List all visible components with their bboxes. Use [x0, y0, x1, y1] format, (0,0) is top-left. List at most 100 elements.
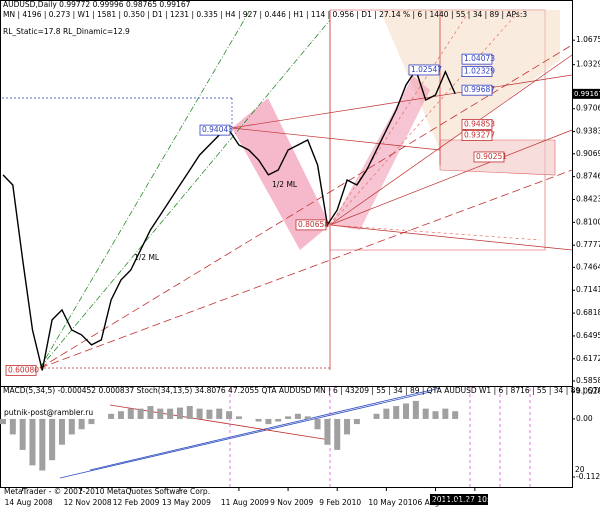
histogram-bar: [137, 408, 144, 419]
histogram-bar: [216, 408, 223, 419]
trend-line: [59, 391, 431, 479]
histogram-bar: [108, 413, 115, 419]
x-tick-label: 11 Aug 2009: [221, 498, 269, 507]
chart-title: AUDUSD,Daily 0.99772 0.99996 0.98765 0.9…: [3, 0, 191, 9]
level-box: [461, 84, 493, 96]
level-label: 1.02329: [464, 66, 495, 75]
trend-line: [109, 404, 331, 441]
level-label: 1.02547: [411, 65, 442, 74]
level-label: 1.04073: [464, 54, 495, 63]
level-box: [461, 118, 493, 130]
x-tick-label: 6 Aug 2010: [418, 498, 461, 507]
x-tick-label: 4 No: [457, 498, 475, 507]
level-box: [199, 124, 231, 136]
x-tick-label: 12 Feb 2009: [113, 498, 160, 507]
histogram-bar: [9, 418, 16, 435]
level-label: 0.90251: [476, 152, 507, 161]
histogram-bar: [127, 408, 134, 419]
histogram-bar: [304, 416, 311, 419]
histogram-bar: [442, 408, 449, 419]
histogram-bar: [432, 411, 439, 419]
copyright: MetaTrader - © 2001-2010 MetaQuotes Soft…: [4, 487, 210, 496]
y-tick-label: 0.81009: [576, 217, 600, 226]
y-tick-label: 0.64954: [576, 331, 600, 340]
x-tick-label: 9 Nov 2009: [270, 498, 313, 507]
indicator-title: MACD(5,34,5) -0.000452 0.000837 Stoch(34…: [3, 386, 600, 395]
histogram-bar: [176, 407, 183, 419]
y-tick-label: 0.97067: [576, 104, 600, 113]
y-tick-label: 0.71414: [576, 285, 600, 294]
y-tick-label: 0.61724: [576, 354, 600, 363]
histogram-bar: [285, 416, 292, 419]
histogram-bar: [255, 418, 262, 422]
pink-zone: [330, 76, 430, 230]
fan-line: [329, 9, 471, 226]
y-tick-label: 0.93834: [576, 127, 600, 136]
level-box: [461, 53, 493, 65]
histogram-bar: [383, 408, 390, 419]
trend-line: [89, 387, 441, 471]
level-label: 0.93277: [464, 131, 495, 140]
histogram-bar: [334, 418, 341, 450]
histogram-bar: [78, 418, 85, 430]
pitchfork-line: [231, 127, 441, 151]
pitchfork-line: [39, 44, 573, 369]
histogram-bar: [452, 411, 459, 419]
histogram-bar: [226, 411, 233, 419]
histogram-bar: [49, 418, 56, 461]
histogram-bar: [196, 408, 203, 419]
rl-values: RL_Static=17.8 RL_Dinamic=12.9: [3, 27, 130, 36]
ml-label: 1/2 ML: [272, 180, 298, 189]
histogram-bar: [412, 400, 419, 419]
y-tick-label: 0.87469: [576, 172, 600, 181]
y-tick-label: 0.90696: [576, 149, 600, 158]
histogram-bar: [206, 409, 213, 419]
pitchfork-line: [39, 169, 573, 369]
histogram-bar: [324, 418, 331, 445]
x-tick-label: 14 Aug 2008: [5, 498, 53, 507]
histogram-bar: [0, 418, 6, 425]
pitchfork-line: [329, 54, 573, 226]
histogram-bar: [68, 418, 75, 435]
level-label: 0.94853: [464, 119, 495, 128]
histogram-bar: [294, 413, 301, 419]
histogram-bar: [275, 418, 282, 422]
histogram-bar: [58, 418, 65, 445]
histogram-bar: [186, 406, 193, 419]
pitchfork-line: [329, 129, 573, 226]
level-label: 0.60080: [8, 365, 39, 374]
level-box: [461, 130, 493, 141]
histogram-bar: [403, 403, 410, 419]
y-tick-label: 0.77779: [576, 240, 600, 249]
level-box: [5, 365, 37, 376]
y-tick-label: 0.68184: [576, 308, 600, 317]
y-tick-label: 0.58589: [576, 376, 600, 385]
cursor-time: 2011.01.27 10:52: [432, 495, 499, 504]
x-tick-label: 12 Nov 2008: [64, 498, 112, 507]
median-line: [39, 9, 251, 369]
histogram-bar: [167, 408, 174, 419]
histogram-bar: [373, 413, 380, 419]
x-tick-label: 10 May 2010: [368, 498, 417, 507]
histogram-bar: [235, 416, 242, 419]
y-tick-label: 1.06754: [576, 35, 600, 44]
histogram-bar: [314, 418, 321, 430]
x-tick-label: 13 May 2009: [162, 498, 211, 507]
level-label: 0.80658: [298, 220, 329, 229]
histogram-bar: [344, 418, 351, 435]
pitchfork-line: [231, 74, 573, 129]
histogram-bar: [353, 418, 360, 425]
indicator-panel-frame: [0, 386, 573, 488]
level-box: [473, 151, 505, 163]
histogram-bar: [39, 418, 46, 471]
fib-zone: [380, 10, 560, 150]
histogram-bar: [157, 408, 164, 419]
last-price-box: [573, 88, 600, 99]
pitchfork-line: [329, 224, 573, 251]
pink-zone: [232, 98, 330, 250]
stoch-level: 20: [575, 465, 585, 474]
y-tick-label: 0.84239: [576, 194, 600, 203]
level-label: 0.99687: [464, 85, 495, 94]
last-price: 0.99167: [574, 90, 600, 98]
